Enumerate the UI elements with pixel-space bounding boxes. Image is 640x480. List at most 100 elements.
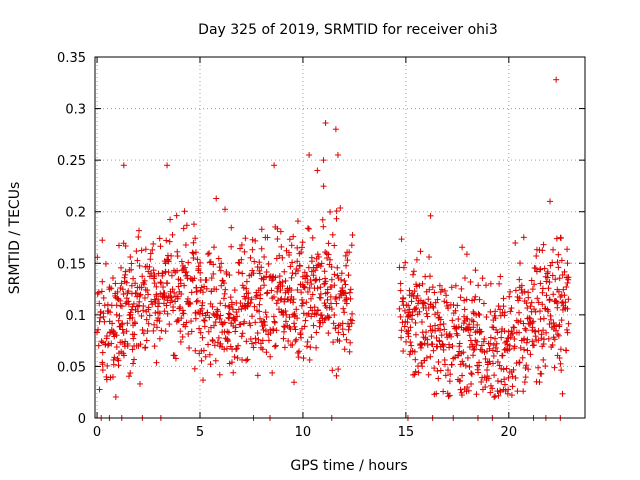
data-point xyxy=(507,308,514,315)
data-point xyxy=(290,299,297,306)
data-point xyxy=(140,330,147,337)
data-point xyxy=(138,312,145,319)
data-point xyxy=(298,244,305,251)
data-point xyxy=(279,254,286,261)
data-point xyxy=(476,311,483,318)
data-point xyxy=(521,346,528,353)
data-point xyxy=(249,267,256,274)
data-point xyxy=(453,324,460,331)
data-point xyxy=(551,336,558,343)
data-point xyxy=(209,338,216,345)
data-point xyxy=(258,226,265,233)
data-point xyxy=(532,308,539,315)
data-point xyxy=(261,282,268,289)
data-point xyxy=(457,294,464,301)
data-point xyxy=(543,292,550,299)
data-point xyxy=(136,262,143,269)
data-point xyxy=(156,310,163,317)
data-point xyxy=(216,371,223,378)
data-point xyxy=(458,285,465,292)
data-point xyxy=(298,296,305,303)
data-point xyxy=(169,286,176,293)
data-point xyxy=(252,237,259,244)
data-point xyxy=(535,299,542,306)
data-point xyxy=(271,319,278,326)
data-point xyxy=(221,346,228,353)
data-point xyxy=(401,323,408,330)
data-point xyxy=(158,327,165,334)
data-point xyxy=(419,280,426,287)
x-tick-label: 0 xyxy=(93,425,101,440)
data-point xyxy=(183,222,190,229)
data-point xyxy=(156,318,163,325)
data-point xyxy=(130,300,137,307)
data-point xyxy=(328,306,335,313)
data-point xyxy=(466,363,473,370)
data-point xyxy=(223,268,230,275)
data-point xyxy=(493,326,500,333)
data-point xyxy=(309,234,316,241)
data-point xyxy=(495,392,502,399)
data-point xyxy=(316,323,323,330)
data-point xyxy=(166,321,173,328)
data-point xyxy=(557,235,564,242)
data-point xyxy=(169,231,176,238)
data-point xyxy=(511,324,518,331)
data-point xyxy=(263,349,270,356)
data-point xyxy=(221,280,228,287)
data-point xyxy=(98,288,105,295)
data-point xyxy=(271,343,278,350)
data-point xyxy=(539,285,546,292)
data-point xyxy=(172,298,179,305)
data-point xyxy=(249,313,256,320)
data-point xyxy=(464,316,471,323)
data-point xyxy=(398,334,405,341)
data-point xyxy=(531,342,538,349)
data-point xyxy=(124,320,131,327)
data-point xyxy=(481,335,488,342)
data-point xyxy=(503,338,510,345)
data-point xyxy=(264,234,271,241)
data-point xyxy=(412,331,419,338)
data-point xyxy=(424,336,431,343)
data-point xyxy=(542,363,549,370)
data-point xyxy=(149,246,156,253)
data-point xyxy=(555,264,562,271)
data-point xyxy=(294,315,301,322)
data-point xyxy=(419,341,426,348)
data-point xyxy=(501,309,508,316)
data-point xyxy=(329,367,336,374)
data-point xyxy=(160,284,167,291)
data-point xyxy=(474,321,481,328)
data-point xyxy=(425,371,432,378)
data-point xyxy=(124,340,131,347)
data-point xyxy=(273,300,280,307)
data-point xyxy=(237,245,244,252)
data-point xyxy=(342,281,349,288)
data-point xyxy=(294,286,301,293)
data-point xyxy=(289,270,296,277)
data-point xyxy=(427,353,434,360)
data-point xyxy=(165,269,172,276)
data-point xyxy=(311,304,318,311)
data-point xyxy=(334,151,341,158)
data-point xyxy=(446,341,453,348)
data-point xyxy=(170,303,177,310)
data-point xyxy=(217,300,224,307)
data-point xyxy=(532,265,539,272)
data-point xyxy=(546,321,553,328)
data-point xyxy=(455,352,462,359)
data-point xyxy=(108,340,115,347)
data-point xyxy=(306,151,313,158)
data-points xyxy=(94,76,572,421)
data-point xyxy=(309,291,316,298)
data-point xyxy=(116,312,123,319)
data-point xyxy=(211,342,218,349)
data-point xyxy=(164,257,171,264)
data-point xyxy=(230,322,237,329)
data-point xyxy=(347,295,354,302)
data-point xyxy=(509,330,516,337)
data-point xyxy=(134,293,141,300)
data-point xyxy=(496,362,503,369)
data-point xyxy=(430,347,437,354)
